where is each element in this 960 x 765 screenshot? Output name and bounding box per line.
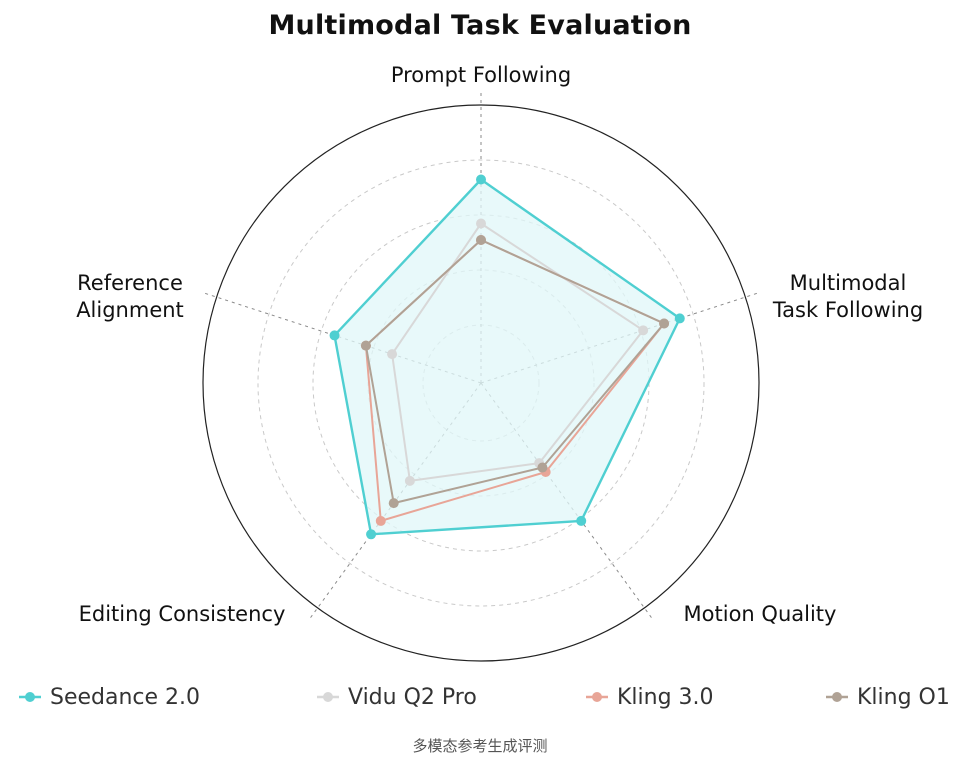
legend-swatch <box>19 692 41 702</box>
legend-swatch <box>317 692 339 702</box>
legend-label: Seedance 2.0 <box>50 684 201 710</box>
data-point-3 <box>388 498 399 509</box>
axis-label-4: Reference Alignment <box>76 271 184 322</box>
legend: Seedance 2.0 Vidu Q2 Pro Kling 3.0 Kling O1 <box>0 680 960 714</box>
data-point-2 <box>537 462 548 473</box>
outer-circle <box>202 104 760 662</box>
legend-label: Kling O1 <box>857 684 950 710</box>
caption: 多模态参考生成评测 <box>412 737 548 755</box>
data-point-4 <box>329 330 340 341</box>
data-point-2 <box>576 515 587 526</box>
grid-ring-4 <box>257 159 705 607</box>
series-seedance-2-0 <box>329 174 685 540</box>
data-point-3 <box>375 515 386 526</box>
series-layer <box>329 174 685 540</box>
axis-label-3: Editing Consistency <box>79 602 286 626</box>
legend-swatch <box>826 692 848 702</box>
data-point-1 <box>659 318 670 329</box>
data-point-3 <box>366 529 377 540</box>
data-point-0 <box>476 174 486 185</box>
legend-label: Kling 3.0 <box>617 684 714 710</box>
data-point-4 <box>387 349 398 360</box>
data-point-1 <box>638 325 649 336</box>
legend-item-kling-o1: Kling O1 <box>825 680 950 714</box>
legend-label: Vidu Q2 Pro <box>348 684 477 710</box>
series-polygon <box>364 239 666 505</box>
chart-title: Multimodal Task Evaluation <box>268 10 692 41</box>
legend-item-seedance-2-0: Seedance 2.0 <box>18 680 200 714</box>
series-kling-o1 <box>360 235 670 509</box>
data-point-0 <box>476 235 486 245</box>
axis-labels: Prompt Following Multimodal Task Following… <box>76 63 923 626</box>
series-polygon <box>391 222 645 482</box>
series-polygon <box>333 178 681 536</box>
legend-item-vidu-q2-pro: Vidu Q2 Pro <box>316 680 477 714</box>
axis-label-1: Multimodal Task Following <box>772 271 923 322</box>
axis-label-2: Motion Quality <box>684 602 837 626</box>
axis-label-0: Prompt Following <box>391 63 571 87</box>
data-point-3 <box>404 475 415 486</box>
radar-chart: Prompt Following Multimodal Task Following… <box>76 63 923 662</box>
legend-swatch <box>586 692 608 702</box>
legend-item-kling-3-0: Kling 3.0 <box>585 680 714 714</box>
data-point-1 <box>674 313 685 324</box>
data-point-4 <box>360 340 371 351</box>
data-point-0 <box>476 218 486 229</box>
